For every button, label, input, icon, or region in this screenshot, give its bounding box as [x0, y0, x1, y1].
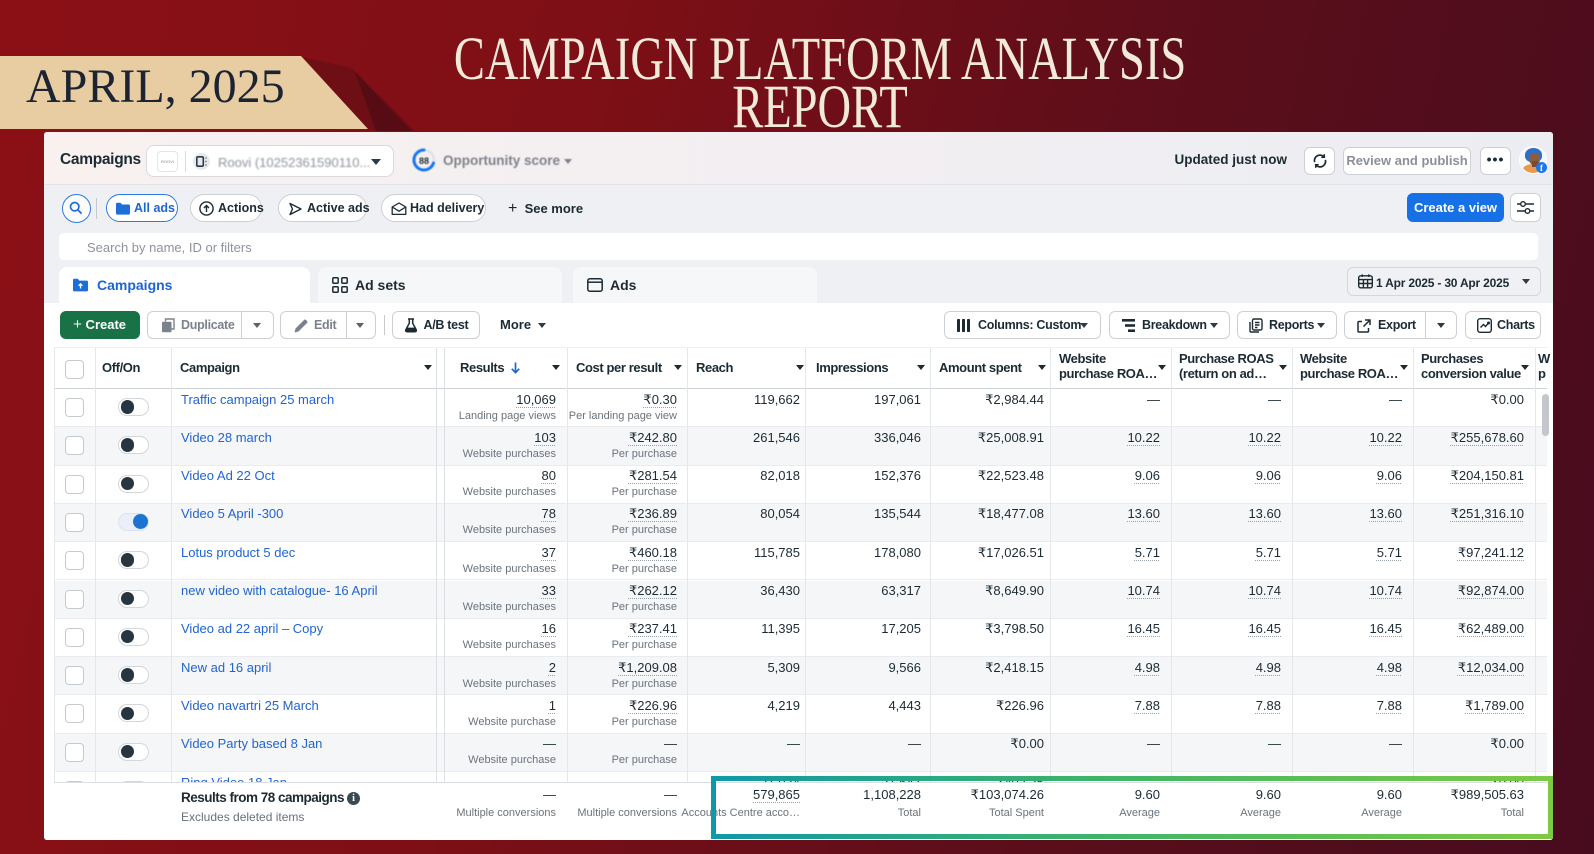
svg-text:88: 88	[419, 156, 429, 166]
